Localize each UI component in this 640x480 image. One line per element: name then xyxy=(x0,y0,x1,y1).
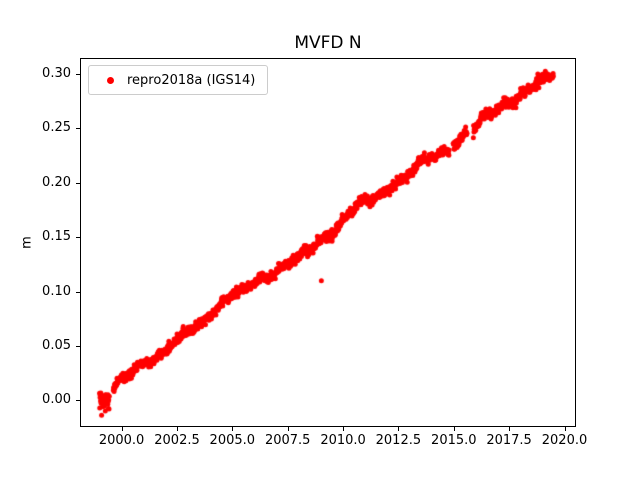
x-tick xyxy=(564,427,566,431)
x-tick xyxy=(287,427,289,431)
x-tick-label: 2020.0 xyxy=(541,433,588,448)
x-tick-label: 2000.0 xyxy=(98,433,145,448)
x-tick xyxy=(232,427,234,431)
y-tick-label: 0.30 xyxy=(42,65,71,81)
x-tick xyxy=(121,427,123,431)
x-tick-label: 2010.0 xyxy=(320,433,366,448)
x-tick xyxy=(177,427,178,431)
x-tick-label: 2012.5 xyxy=(375,433,422,448)
y-tick xyxy=(76,400,80,402)
y-tick-label: 0.05 xyxy=(42,338,71,353)
x-tick xyxy=(453,427,455,431)
legend-label: repro2018a (IGS14) xyxy=(127,72,256,88)
y-tick xyxy=(76,346,80,347)
x-tick-label: 2002.5 xyxy=(154,433,200,448)
scatter-canvas xyxy=(80,58,576,427)
y-tick-label: 0.10 xyxy=(42,283,71,299)
y-tick xyxy=(76,291,80,293)
x-tick-label: 2005.0 xyxy=(209,433,256,448)
x-tick xyxy=(398,427,400,431)
legend: repro2018a (IGS14) xyxy=(88,65,269,95)
legend-handle xyxy=(101,76,119,84)
y-tick xyxy=(76,182,80,184)
y-tick-label: 0.25 xyxy=(42,120,71,136)
x-tick-label: 2017.5 xyxy=(486,433,532,448)
y-tick xyxy=(76,73,80,75)
x-tick-label: 2015.0 xyxy=(431,433,477,448)
y-tick-label: 0.15 xyxy=(42,229,71,245)
legend-marker-dot-icon xyxy=(106,76,114,84)
y-tick xyxy=(76,128,80,130)
y-tick-label: 0.20 xyxy=(42,174,71,190)
y-tick-label: 0.00 xyxy=(42,392,71,408)
chart-title: MVFD N xyxy=(294,33,362,53)
x-tick xyxy=(509,427,511,431)
y-tick xyxy=(76,237,80,239)
x-tick xyxy=(343,427,345,431)
x-tick-label: 2007.5 xyxy=(264,433,311,448)
